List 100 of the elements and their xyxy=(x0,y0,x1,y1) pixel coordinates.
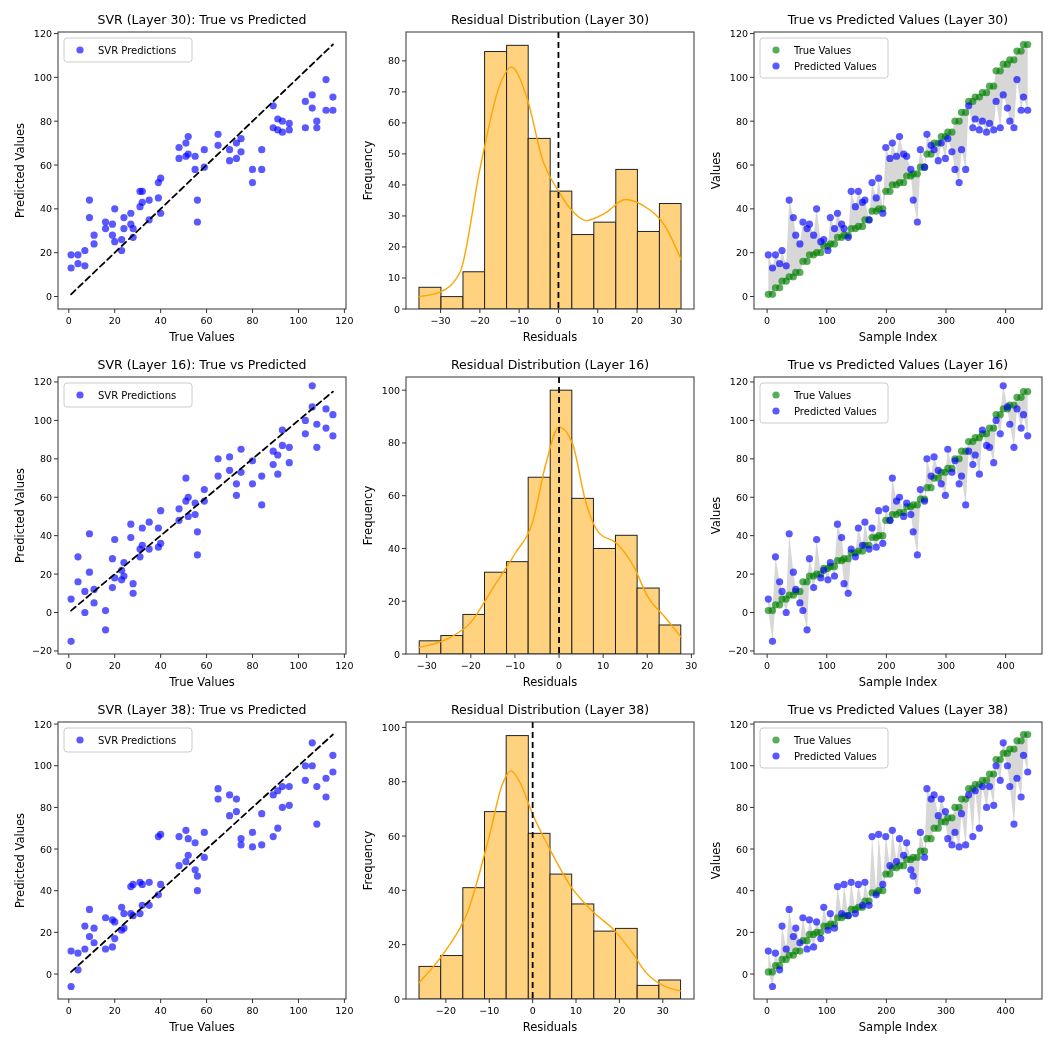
y-tick-label: 20 xyxy=(735,926,748,938)
x-tick-label: 30 xyxy=(670,315,683,326)
y-axis-title: Frequency xyxy=(361,140,375,201)
x-tick-label: −20 xyxy=(469,315,490,326)
x-tick-label: 60 xyxy=(200,1005,213,1016)
legend-label: Predicted Values xyxy=(794,751,877,762)
y-tick-label: 120 xyxy=(33,376,52,388)
y-tick-label: 0 xyxy=(393,648,400,660)
x-tick-label: 20 xyxy=(108,1005,121,1016)
y-tick-label: 60 xyxy=(735,491,748,503)
legend-label: True Values xyxy=(793,735,852,746)
x-tick-label: 120 xyxy=(335,1005,354,1016)
x-tick-label: 0 xyxy=(556,660,563,671)
y-tick-label: 40 xyxy=(387,542,400,554)
x-tick-label: 300 xyxy=(936,660,956,671)
x-tick-label: 200 xyxy=(877,315,896,326)
y-tick-label: 80 xyxy=(735,115,748,127)
y-tick-label: 80 xyxy=(387,776,400,788)
x-axis-title: Residuals xyxy=(522,330,578,344)
x-axis-title: True Values xyxy=(168,330,235,344)
x-tick-label: −30 xyxy=(416,660,437,671)
legend-label: SVR Predictions xyxy=(98,390,177,401)
chart-title: True vs Predicted Values (Layer 16) xyxy=(786,357,1009,372)
y-tick-label: 120 xyxy=(729,718,748,730)
x-tick-label: 20 xyxy=(630,315,644,326)
y-tick-label: 120 xyxy=(729,376,748,388)
x-tick-label: 100 xyxy=(289,315,308,326)
chart-title: SVR (Layer 30): True vs Predicted xyxy=(97,12,307,27)
x-tick-label: 0 xyxy=(65,1005,72,1016)
y-axis-title: Predicted Values xyxy=(13,122,27,219)
y-tick-label: 0 xyxy=(741,968,748,980)
y-tick-label: 120 xyxy=(33,28,52,40)
y-tick-label: 100 xyxy=(729,414,748,426)
x-tick-label: 20 xyxy=(641,660,654,671)
legend-label: True Values xyxy=(793,390,852,401)
x-tick-label: 400 xyxy=(996,660,1015,671)
x-tick-label: 20 xyxy=(108,660,121,671)
x-tick-label: 120 xyxy=(335,660,354,671)
y-tick-label: 20 xyxy=(387,939,400,951)
x-tick-label: 10 xyxy=(597,660,610,671)
y-tick-label: 80 xyxy=(735,801,748,813)
y-tick-label: 100 xyxy=(33,414,52,426)
y-tick-label: 100 xyxy=(729,760,748,772)
chart-title: True vs Predicted Values (Layer 30) xyxy=(786,12,1009,27)
y-axis-title: Values xyxy=(709,496,723,535)
y-tick-label: 80 xyxy=(387,55,400,67)
x-tick-label: 0 xyxy=(529,1005,536,1016)
x-axis-title: Residuals xyxy=(522,675,578,689)
y-tick-label: 60 xyxy=(387,117,400,129)
y-tick-label: 0 xyxy=(393,993,400,1005)
y-tick-label: 80 xyxy=(387,437,400,449)
y-tick-label: 0 xyxy=(45,291,52,303)
x-tick-label: 0 xyxy=(764,1005,771,1016)
y-tick-label: 20 xyxy=(39,247,52,259)
y-axis-title: Values xyxy=(709,841,723,880)
x-tick-label: 80 xyxy=(246,1005,259,1016)
x-tick-label: 40 xyxy=(154,660,167,671)
chart-title: Residual Distribution (Layer 16) xyxy=(450,357,650,372)
y-tick-label: 10 xyxy=(387,272,400,284)
y-tick-label: 40 xyxy=(39,203,52,215)
y-tick-label: 100 xyxy=(381,384,400,396)
x-tick-label: 100 xyxy=(817,660,836,671)
y-tick-label: 30 xyxy=(387,210,400,222)
x-tick-label: 60 xyxy=(200,315,213,326)
y-tick-label: 60 xyxy=(735,843,748,855)
y-tick-label: 100 xyxy=(381,721,400,733)
x-tick-label: −10 xyxy=(479,1005,500,1016)
x-tick-label: 10 xyxy=(569,1005,583,1016)
y-tick-label: 0 xyxy=(741,291,748,303)
y-tick-label: 20 xyxy=(387,241,400,253)
x-axis-title: True Values xyxy=(168,1020,235,1034)
x-tick-label: 100 xyxy=(817,315,836,326)
x-tick-label: 0 xyxy=(65,660,72,671)
x-tick-label: 40 xyxy=(154,1005,167,1016)
x-tick-label: −30 xyxy=(430,315,451,326)
x-tick-label: 200 xyxy=(877,1005,896,1016)
y-tick-label: 40 xyxy=(735,203,748,215)
x-tick-label: −10 xyxy=(504,660,525,671)
y-tick-label: 40 xyxy=(39,885,52,897)
x-tick-label: 300 xyxy=(936,315,956,326)
x-axis-title: Sample Index xyxy=(858,1020,938,1034)
chart-title: SVR (Layer 38): True vs Predicted xyxy=(97,702,307,717)
chart-title: Residual Distribution (Layer 30) xyxy=(450,12,650,27)
y-tick-label: 60 xyxy=(387,830,400,842)
y-tick-label: 80 xyxy=(39,801,52,813)
y-tick-label: 60 xyxy=(39,843,52,855)
legend-label: Predicted Values xyxy=(794,406,877,417)
y-tick-label: 20 xyxy=(735,247,748,259)
y-tick-label: 0 xyxy=(45,968,52,980)
chart-title: True vs Predicted Values (Layer 38) xyxy=(786,702,1009,717)
x-axis-title: Sample Index xyxy=(858,330,938,344)
y-tick-label: 20 xyxy=(387,595,400,607)
x-tick-label: 0 xyxy=(764,315,771,326)
x-tick-label: 60 xyxy=(200,660,213,671)
y-axis-title: Frequency xyxy=(361,830,375,891)
chart-title: Residual Distribution (Layer 38) xyxy=(450,702,650,717)
y-tick-label: 40 xyxy=(735,530,748,542)
y-tick-label: 120 xyxy=(729,28,748,40)
x-tick-label: −20 xyxy=(460,660,481,671)
y-tick-label: 80 xyxy=(735,453,748,465)
